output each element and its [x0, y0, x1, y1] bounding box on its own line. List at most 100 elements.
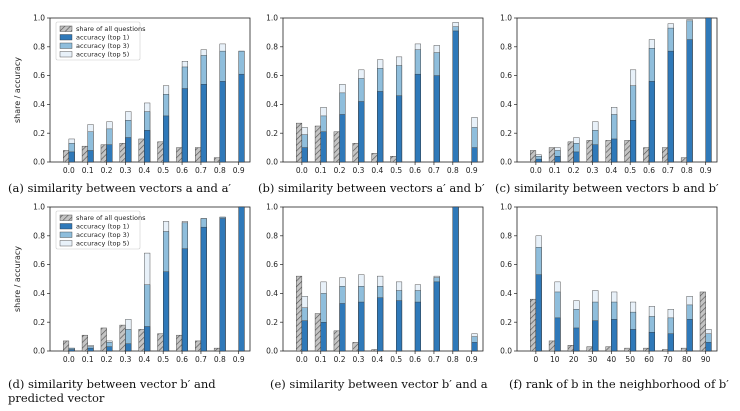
y-tick-label: 0.6	[33, 71, 45, 80]
bar-share	[119, 324, 126, 352]
x-tick-label: 0.7	[195, 166, 207, 175]
bar-share	[643, 147, 650, 163]
caption-e: (e) similarity between vector b′ and a	[270, 377, 488, 391]
bar-share	[624, 140, 631, 163]
x-tick-label: 0.6	[409, 166, 421, 175]
x-tick-label: 0.3	[120, 355, 132, 364]
x-tick-label: 0.9	[233, 355, 245, 364]
y-tick-label: 0.2	[266, 318, 278, 327]
legend-label: accuracy (top 1)	[76, 223, 129, 231]
bar-top1	[377, 91, 384, 163]
legend-swatch	[59, 51, 73, 58]
bar-top1	[125, 343, 132, 352]
y-tick-label: 0.2	[500, 318, 512, 327]
legend-swatch	[59, 34, 73, 41]
plot-1: 0.0 0.2 0.4 0.6 0.8 1.0 0.0 0.1 0.2 0.3 0.4 0.5 0.6 0…	[266, 14, 484, 175]
x-tick-label: 0.4	[371, 355, 383, 364]
y-tick-label: 0.6	[266, 260, 278, 269]
bar-top1	[219, 81, 226, 163]
y-tick-label: 0.8	[33, 231, 45, 240]
x-tick-label: 0.5	[624, 166, 636, 175]
bar-share	[530, 150, 537, 163]
bar-share	[586, 140, 593, 163]
x-tick-label: 0.7	[428, 166, 440, 175]
bar-share	[605, 346, 612, 352]
bar-share	[119, 143, 126, 163]
bar-share	[63, 340, 70, 352]
bar-top1	[87, 150, 94, 163]
plot-2: 0.0 0.2 0.4 0.6 0.8 1.0 0.0 0.1 0.2 0.3 0.4 0.5 0.6 0…	[500, 14, 718, 175]
caption-a: (a) similarity between vectors a and a′	[8, 181, 232, 195]
bar-top1	[554, 317, 561, 352]
x-tick-label: 0.3	[120, 166, 132, 175]
x-tick-label: 0.3	[587, 166, 599, 175]
bar-share	[680, 347, 688, 352]
bar-top1	[686, 39, 693, 163]
bar-top1	[535, 274, 542, 352]
bar-top1	[667, 50, 674, 163]
legend-label: share of all questions	[76, 214, 146, 222]
x-tick-label: 0.0	[63, 166, 75, 175]
bar-top1	[433, 281, 440, 352]
bar-top1	[320, 131, 327, 163]
bar-top1	[396, 300, 403, 352]
bar-top1	[686, 319, 693, 352]
bar-top1	[238, 206, 245, 352]
bar-top1	[630, 120, 637, 163]
x-tick-label: 0.0	[530, 166, 542, 175]
bar-share	[567, 141, 574, 163]
legend-label: accuracy (top 5)	[76, 51, 129, 59]
bar-share	[296, 275, 303, 352]
bar-share	[333, 131, 340, 163]
y-tick-label: 0.4	[33, 289, 45, 298]
bar-share	[81, 145, 88, 163]
x-tick-label: 0.2	[101, 355, 113, 364]
x-tick-label: 0.5	[390, 355, 402, 364]
legend-swatch	[59, 214, 73, 221]
y-tick-label: 0.8	[266, 231, 278, 240]
x-tick-label: 0.9	[466, 355, 478, 364]
bar-share	[138, 138, 145, 163]
bar-share	[605, 140, 612, 163]
y-tick-label: 0.0	[500, 347, 512, 356]
legend-box	[55, 21, 141, 61]
x-tick-label: 20	[569, 355, 579, 364]
x-tick-label: 10	[550, 355, 560, 364]
bar-share	[371, 153, 378, 163]
bar-share	[662, 349, 669, 352]
bar-share	[63, 150, 70, 163]
bar-share	[371, 349, 378, 352]
bar-share	[157, 141, 164, 163]
bar-top1	[377, 297, 384, 352]
bar-top1	[163, 115, 170, 163]
x-tick-label: 0.5	[390, 166, 402, 175]
bar-share	[195, 340, 202, 352]
bar-share	[662, 147, 669, 163]
bar-top1	[396, 95, 403, 163]
bar-share	[567, 345, 574, 352]
bar-top1	[358, 301, 365, 352]
bar-share	[530, 298, 537, 352]
y-tick-label: 0.6	[500, 71, 512, 80]
legend-swatch	[59, 231, 73, 238]
x-tick-label: 0.5	[157, 355, 169, 364]
legend-swatch	[59, 223, 73, 230]
bar-top1	[705, 342, 712, 352]
y-tick-label: 0.0	[500, 158, 512, 167]
y-tick-label: 0.0	[33, 347, 45, 356]
y-tick-label: 0.2	[266, 129, 278, 138]
bar-share	[586, 346, 593, 352]
x-tick-label: 0.1	[549, 166, 561, 175]
bar-share	[643, 347, 650, 352]
legend-label: accuracy (top 1)	[76, 34, 129, 42]
bar-top1	[68, 349, 75, 352]
bar-top1	[648, 81, 655, 163]
bar-top1	[471, 342, 478, 352]
bar-top1	[452, 30, 459, 163]
x-tick-label: 0.9	[466, 166, 478, 175]
legend-label: accuracy (top 3)	[76, 231, 129, 239]
bar-share	[296, 122, 303, 163]
bar-top1	[414, 301, 421, 352]
bar-top1	[87, 347, 94, 352]
legend-box	[55, 210, 141, 250]
